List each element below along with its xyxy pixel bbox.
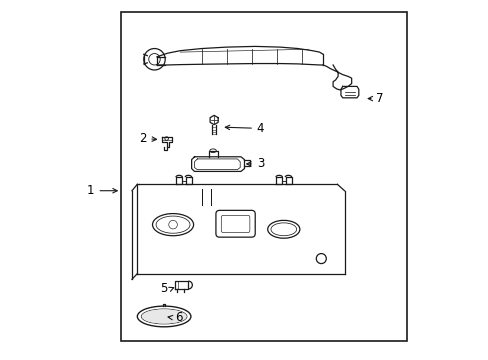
Bar bbox=[121, 12, 406, 341]
Text: 5: 5 bbox=[160, 283, 167, 296]
Ellipse shape bbox=[142, 309, 186, 324]
Text: 6: 6 bbox=[174, 311, 182, 324]
Text: 7: 7 bbox=[376, 92, 383, 105]
Text: 3: 3 bbox=[256, 157, 264, 170]
FancyBboxPatch shape bbox=[216, 210, 255, 237]
FancyBboxPatch shape bbox=[221, 215, 249, 233]
Text: 2: 2 bbox=[139, 132, 146, 145]
Text: 4: 4 bbox=[256, 122, 264, 135]
Text: 1: 1 bbox=[87, 184, 95, 197]
